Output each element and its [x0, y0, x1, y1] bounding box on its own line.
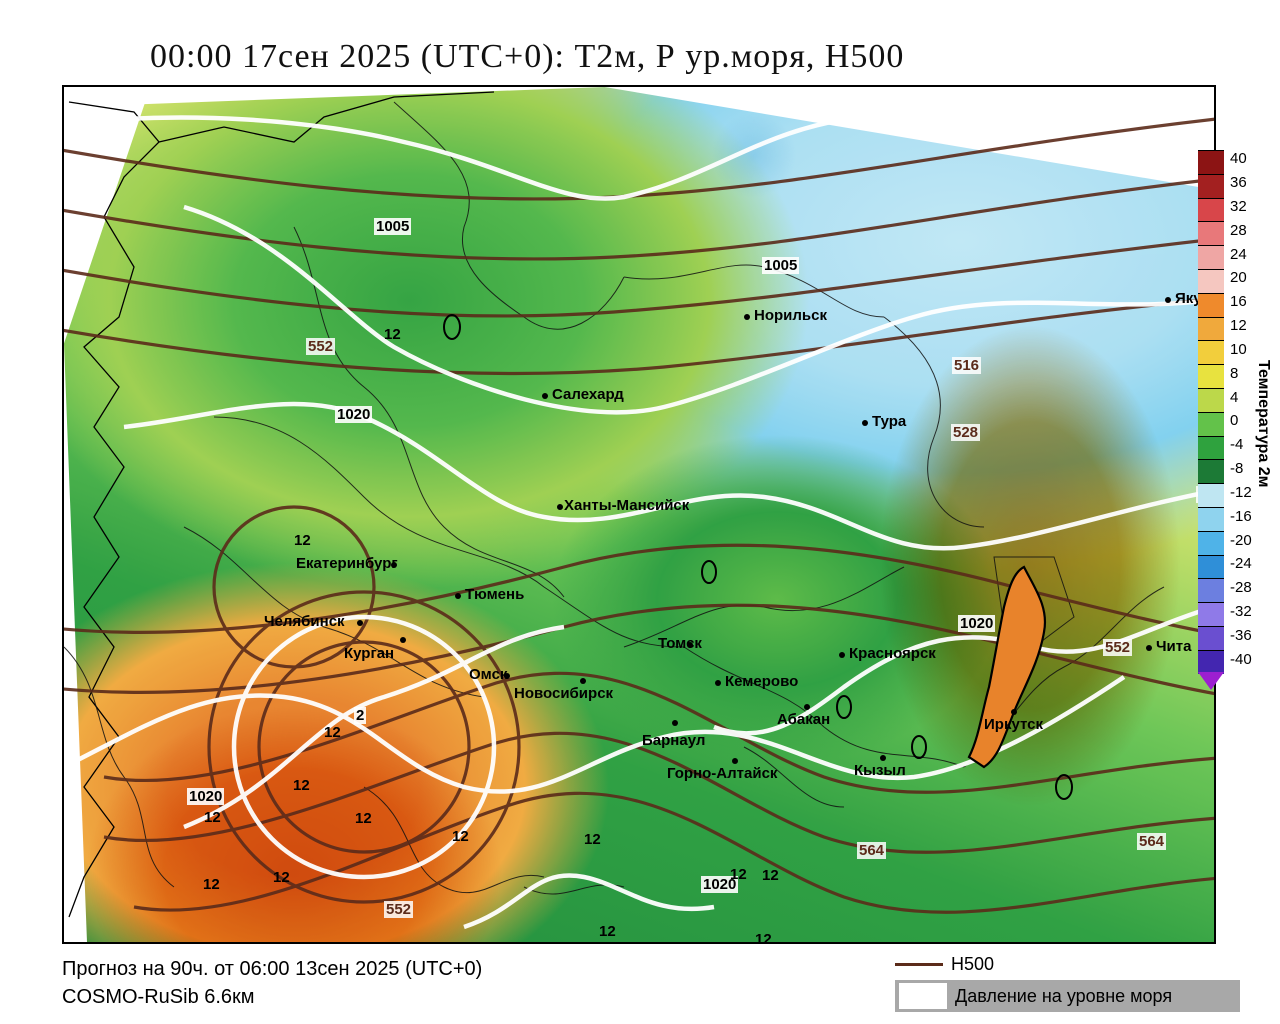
city-dot-novosibirsk[interactable]	[580, 678, 586, 684]
city-dot-salekhard[interactable]	[542, 393, 548, 399]
pressure-line-swatch	[899, 983, 947, 1009]
city-label-abakan: Абакан	[777, 711, 830, 728]
city-label-gornoaltaysk: Горно-Алтайск	[667, 765, 777, 782]
city-label-chita: Чита	[1156, 638, 1191, 655]
city-dot-irkutsk[interactable]	[1011, 709, 1017, 715]
city-dot-tyumen[interactable]	[455, 593, 461, 599]
city-label-barnaul: Барнаул	[642, 732, 705, 749]
city-label-hantymansiysk: Ханты-Мансийск	[564, 497, 689, 514]
city-label-tomsk: Томск	[658, 635, 702, 652]
legend-item-pressure[interactable]: Давление на уровне моря	[895, 980, 1240, 1012]
legend-label-pressure: Давление на уровне моря	[955, 986, 1172, 1007]
city-label-kurgan: Курган	[344, 645, 394, 662]
city-label-norilsk: Норильск	[754, 307, 827, 324]
legend-item-h500[interactable]: H500	[895, 950, 1240, 978]
city-label-chelyabinsk: Челябинск	[264, 613, 345, 630]
city-dot-krasnoyarsk[interactable]	[839, 652, 845, 658]
city-label-salekhard: Салехард	[552, 386, 624, 403]
city-label-omsk: Омск	[469, 666, 507, 683]
city-dot-gornoaltaysk[interactable]	[732, 758, 738, 764]
map-frame: 516 528 540 552 552 552 564 564 1005 100…	[62, 85, 1216, 944]
footer-text: Прогноз на 90ч. от 06:00 13сен 2025 (UTC…	[62, 955, 482, 1011]
city-dot-kurgan[interactable]	[400, 637, 406, 643]
city-label-kemerovo: Кемерово	[725, 673, 798, 690]
city-dot-kyzyl[interactable]	[880, 755, 886, 761]
city-dot-kemerovo[interactable]	[715, 680, 721, 686]
city-label-irkutsk: Иркутск	[984, 716, 1043, 733]
city-markers: Норильск Якутск Тура Салехард Ханты-Манс…	[64, 87, 1214, 942]
footer-line1: Прогноз на 90ч. от 06:00 13сен 2025 (UTC…	[62, 955, 482, 983]
city-dot-hantymansiysk[interactable]	[557, 504, 563, 510]
city-label-krasnoyarsk: Красноярск	[849, 645, 936, 662]
city-dot-barnaul[interactable]	[672, 720, 678, 726]
city-label-ekaterinburg: Екатеринбург	[296, 555, 398, 572]
h500-line-swatch	[895, 963, 943, 966]
city-dot-yakutsk[interactable]	[1165, 297, 1171, 303]
city-label-kyzyl: Кызыл	[854, 762, 906, 779]
legend-box: H500 Давление на уровне моря	[895, 950, 1240, 1014]
legend-label-h500: H500	[951, 954, 994, 975]
city-dot-tura[interactable]	[862, 420, 868, 426]
city-label-tyumen: Тюмень	[465, 586, 524, 603]
city-dot-chita[interactable]	[1146, 645, 1152, 651]
city-dot-norilsk[interactable]	[744, 314, 750, 320]
city-label-novosibirsk: Новосибирск	[514, 685, 613, 702]
footer-line2: COSMO-RuSib 6.6км	[62, 983, 482, 1011]
colorbar-bottom-arrow	[1198, 672, 1224, 690]
map-title: 00:00 17сен 2025 (UTC+0): Т2м, Р ур.моря…	[150, 38, 904, 76]
city-dot-abakan[interactable]	[804, 704, 810, 710]
city-dot-chelyabinsk[interactable]	[357, 620, 363, 626]
temperature-colorbar[interactable]	[1198, 150, 1224, 674]
city-label-tura: Тура	[872, 413, 906, 430]
colorbar-title: Температура 2м	[1254, 360, 1272, 488]
